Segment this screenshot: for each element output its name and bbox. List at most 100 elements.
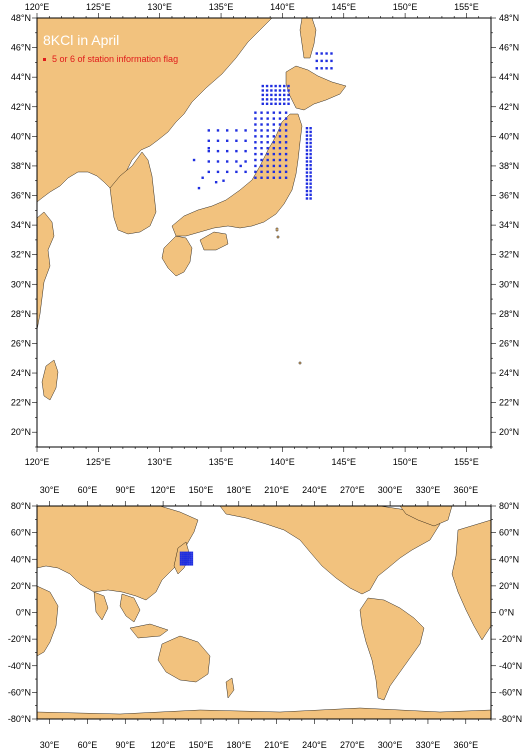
station-marker (187, 561, 190, 564)
lat-tick-label: -60°N (499, 687, 522, 697)
flag-legend-label: 5 or 6 of station information flag (52, 54, 178, 64)
station-marker (284, 176, 288, 179)
station-marker (216, 170, 220, 174)
station-marker (284, 170, 288, 174)
lon-tick-label: 125°E (86, 457, 111, 467)
station-marker (179, 561, 182, 564)
lat-tick-label: 60°N (11, 528, 31, 538)
lat-tick-label: 32°N (499, 250, 519, 260)
lat-tick-label: -20°N (8, 634, 31, 644)
lat-tick-label: 22°N (11, 398, 31, 408)
station-marker (254, 170, 257, 174)
lat-tick-label: 0°N (499, 608, 514, 618)
station-marker (266, 129, 269, 132)
station-marker (309, 186, 312, 189)
station-marker (187, 557, 190, 560)
station-marker (181, 559, 184, 562)
station-marker (284, 164, 288, 168)
station-marker (272, 170, 276, 174)
station-marker (266, 176, 269, 179)
station-marker (309, 156, 312, 159)
station-marker (183, 559, 186, 562)
regional-land (37, 18, 347, 401)
station-marker (274, 93, 277, 97)
lon-tick-label: 140°E (270, 457, 295, 467)
station-marker (309, 171, 312, 174)
station-marker (181, 553, 184, 556)
regional-map-frame (36, 17, 492, 448)
lat-tick-label: 80°N (11, 501, 31, 511)
station-marker (305, 175, 309, 178)
station-marker (222, 179, 225, 182)
asian-mainland (37, 18, 273, 203)
station-marker (179, 559, 182, 562)
station-marker (266, 152, 269, 156)
station-marker (244, 139, 247, 142)
lon-tick-label: 145°E (331, 2, 356, 12)
shikoku (199, 231, 229, 251)
station-marker (266, 158, 269, 162)
station-marker (216, 129, 220, 132)
station-marker (260, 176, 263, 179)
station-marker (189, 559, 192, 562)
station-marker (309, 193, 312, 196)
lon-tick-label: 30°E (40, 485, 60, 495)
lon-tick-label: 360°E (453, 740, 478, 750)
station-marker (272, 123, 276, 126)
station-marker (191, 561, 194, 564)
lat-tick-label: 28°N (499, 309, 519, 319)
lat-tick-label: 20°N (499, 427, 519, 437)
lon-tick-label: 210°E (264, 485, 289, 495)
station-marker (274, 102, 277, 105)
lon-tick-label: 150°E (393, 457, 418, 467)
lon-tick-label: 60°E (78, 740, 98, 750)
station-marker (325, 52, 328, 55)
station-marker (185, 563, 188, 566)
station-marker (183, 555, 186, 558)
flag-legend-marker (43, 58, 46, 61)
lon-tick-label: 135°E (209, 457, 234, 467)
station-marker (235, 129, 238, 132)
lon-tick-label: 150°E (393, 2, 418, 12)
station-marker (261, 84, 264, 88)
station-marker (270, 93, 273, 97)
station-marker (179, 563, 182, 566)
station-marker (266, 141, 269, 144)
station-marker (183, 563, 186, 566)
station-marker (254, 135, 257, 138)
world-map-tick-labels: 30°E 30°E 60°E 60°E 90°E 90°E 120°E 120°E 150°E 1… (8, 485, 522, 750)
station-marker (187, 559, 190, 562)
station-marker (185, 551, 188, 554)
station-marker (183, 553, 186, 556)
station-marker (278, 176, 282, 179)
station-marker (309, 182, 312, 185)
station-marker (320, 59, 323, 63)
station-marker (260, 141, 263, 144)
station-marker (272, 158, 276, 162)
lat-tick-label: -80°N (499, 714, 522, 724)
station-marker (191, 559, 194, 562)
station-marker (261, 89, 264, 92)
lon-tick-label: 135°E (209, 2, 234, 12)
lat-tick-label: -40°N (499, 661, 522, 671)
station-marker (278, 93, 282, 97)
lat-tick-label: 80°N (499, 501, 519, 511)
station-marker (283, 98, 286, 101)
station-marker (309, 197, 312, 200)
station-marker (265, 93, 269, 97)
lon-tick-label: 180°E (226, 485, 251, 495)
station-marker (270, 89, 273, 92)
station-marker (185, 561, 188, 564)
station-marker (191, 551, 194, 554)
lat-tick-label: 38°N (499, 161, 519, 171)
station-marker (189, 557, 192, 560)
station-marker (305, 193, 309, 196)
lat-tick-label: 30°N (499, 279, 519, 289)
station-marker (278, 135, 282, 138)
station-marker (207, 139, 210, 142)
lat-tick-label: 28°N (11, 309, 31, 319)
lon-tick-label: 330°E (416, 740, 441, 750)
station-marker (216, 139, 220, 142)
station-marker (254, 111, 257, 114)
station-marker (309, 149, 312, 152)
